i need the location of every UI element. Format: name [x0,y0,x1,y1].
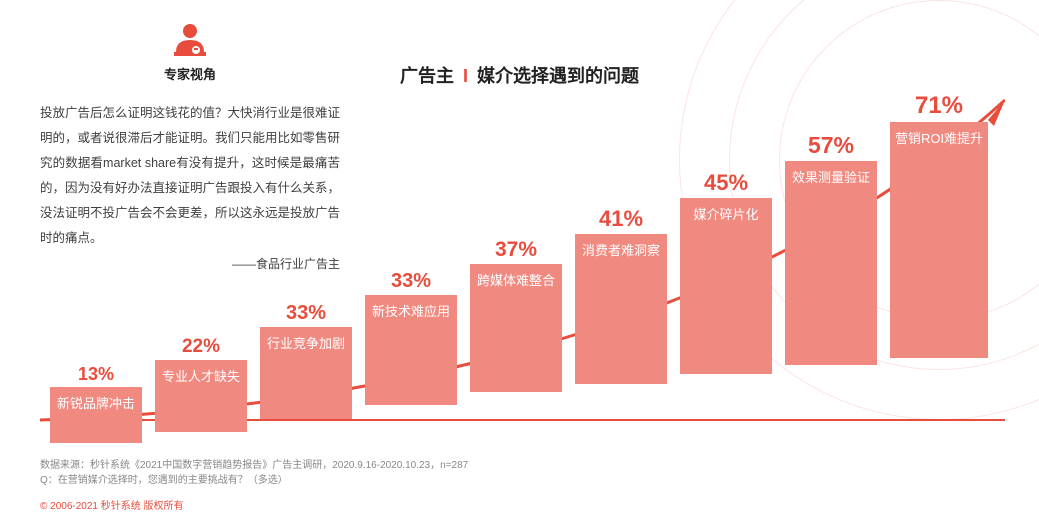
bar-pct-0: 13% [50,364,142,385]
bar-5: 41%消费者难洞察 [575,206,667,384]
bar-label-0: 新锐品牌冲击 [50,387,142,443]
bar-label-8: 营销ROI难提升 [890,122,988,358]
bar-pct-3: 33% [365,270,457,293]
bar-4: 37%跨媒体难整合 [470,238,562,392]
bar-0: 13%新锐品牌冲击 [50,364,142,443]
footnote-line-1: 数据来源：秒针系统《2021中国数字营销趋势报告》广告主调研，2020.9.16… [40,458,468,473]
bar-1: 22%专业人才缺失 [155,336,247,432]
chart-title: 广告主 I 媒介选择遇到的问题 [400,62,639,88]
bar-3: 33%新技术难应用 [365,270,457,405]
bar-label-1: 专业人才缺失 [155,360,247,432]
bar-7: 57%效果测量验证 [785,132,877,365]
bar-pct-8: 71% [890,92,988,120]
bar-6: 45%媒介碎片化 [680,170,772,374]
bar-label-5: 消费者难洞察 [575,234,667,384]
bar-pct-4: 37% [470,238,562,262]
chart-title-left: 广告主 [400,66,454,86]
footnote: 数据来源：秒针系统《2021中国数字营销趋势报告》广告主调研，2020.9.16… [40,458,468,488]
bar-pct-6: 45% [680,170,772,196]
bar-pct-2: 33% [260,302,352,325]
bar-label-2: 行业竞争加剧 [260,327,352,419]
bar-pct-5: 41% [575,206,667,232]
expert-label: 专家视角 [40,64,340,83]
bar-label-3: 新技术难应用 [365,295,457,405]
chart-area: 13%新锐品牌冲击22%专业人才缺失33%行业竞争加剧33%新技术难应用37%跨… [40,90,1005,440]
chart-title-right: 媒介选择遇到的问题 [477,66,639,86]
bar-pct-7: 57% [785,132,877,159]
bar-label-6: 媒介碎片化 [680,198,772,374]
footnote-line-2: Q：在营销媒介选择时，您遇到的主要挑战有？（多选） [40,473,468,488]
copyright: © 2006-2021 秒针系统 版权所有 [40,497,184,512]
bar-8: 71%营销ROI难提升 [890,92,988,358]
bar-pct-1: 22% [155,336,247,358]
expert-icon [170,20,210,60]
bar-label-7: 效果测量验证 [785,161,877,365]
bar-2: 33%行业竞争加剧 [260,302,352,419]
chart-title-divider: I [463,66,468,86]
bar-label-4: 跨媒体难整合 [470,264,562,392]
